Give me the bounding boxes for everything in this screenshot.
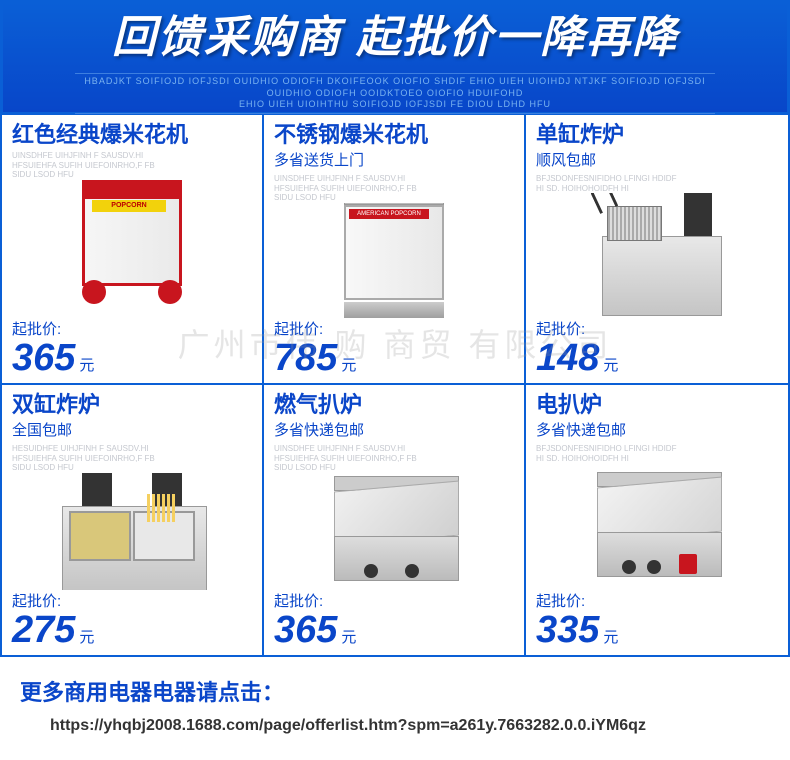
product-microtext: UINSDHFE UIHJFINH F SAUSDV.HI HFSUIEHFA … [274, 444, 424, 473]
product-title: 双缸炸炉 [12, 393, 252, 417]
product-microtext: BFJSDONFESNIFIDHO LFINGI HDIDF HI SD. HO… [536, 174, 686, 193]
product-grid: 红色经典爆米花机 UINSDHFE UIHJFINH F SAUSDV.HI HF… [0, 115, 790, 657]
price-value-row: 148元 [536, 339, 778, 377]
product-image [12, 473, 252, 590]
product-image [536, 193, 778, 318]
product-card[interactable]: 单缸炸炉顺风包邮 BFJSDONFESNIFIDHO LFINGI HDIDF H… [526, 115, 788, 385]
price-unit: 元 [603, 626, 618, 647]
product-card[interactable]: 电扒炉多省快递包邮 BFJSDONFESNIFIDHO LFINGI HDIDF … [526, 385, 788, 655]
price-unit: 元 [341, 354, 356, 375]
product-microtext: UINSDHFE UIHJFINH F SAUSDV.HI HFSUIEHFA … [274, 174, 424, 203]
price-value: 335 [536, 611, 599, 649]
price-value: 275 [12, 611, 75, 649]
price-label: 起批价: [12, 318, 61, 339]
price-label: 起批价: [274, 590, 323, 611]
price-value-row: 335元 [536, 611, 778, 649]
price-value: 365 [12, 339, 75, 377]
product-title: 不锈钢爆米花机 [274, 123, 514, 147]
price-row: 起批价: [12, 590, 252, 611]
product-card[interactable]: 红色经典爆米花机 UINSDHFE UIHJFINH F SAUSDV.HI HF… [2, 115, 264, 385]
price-value: 148 [536, 339, 599, 377]
product-subtitle: 多省快递包邮 [274, 419, 514, 440]
product-microtext: BFJSDONFESNIFIDHO LFINGI HDIDF HI SD. HO… [536, 444, 686, 463]
price-value-row: 365元 [12, 339, 252, 377]
product-image: POPCORN [12, 180, 252, 318]
product-microtext: UINSDHFE UIHJFINH F SAUSDV.HI HFSUIEHFA … [12, 151, 162, 180]
price-unit: 元 [79, 626, 94, 647]
price-value-row: 365元 [274, 611, 514, 649]
price-row: 起批价: [274, 318, 514, 339]
price-value: 785 [274, 339, 337, 377]
product-subtitle: 顺风包邮 [536, 149, 778, 170]
product-subtitle: 多省送货上门 [274, 149, 514, 170]
footer-title: 更多商用电器电器请点击： [20, 675, 770, 707]
footer-section: 更多商用电器电器请点击： https://yhqbj2008.1688.com/… [0, 657, 790, 753]
product-title: 红色经典爆米花机 [12, 123, 252, 147]
product-card[interactable]: 燃气扒炉多省快递包邮 UINSDHFE UIHJFINH F SAUSDV.HI … [264, 385, 526, 655]
price-value-row: 275元 [12, 611, 252, 649]
price-value-row: 785元 [274, 339, 514, 377]
banner-subtitle: HBADJKT SOIFIOJD IOFJSDI OUIDHIO ODIOFH … [75, 73, 715, 114]
price-unit: 元 [341, 626, 356, 647]
price-row: 起批价: [536, 318, 778, 339]
price-label: 起批价: [12, 590, 61, 611]
product-image: AMERICAN POPCORN [274, 203, 514, 318]
product-subtitle: 全国包邮 [12, 419, 252, 440]
product-card[interactable]: 不锈钢爆米花机多省送货上门 UINSDHFE UIHJFINH F SAUSDV.… [264, 115, 526, 385]
price-row: 起批价: [274, 590, 514, 611]
price-unit: 元 [79, 354, 94, 375]
price-label: 起批价: [536, 318, 585, 339]
price-unit: 元 [603, 354, 618, 375]
promo-banner: 回馈采购商 起批价一降再降 HBADJKT SOIFIOJD IOFJSDI O… [0, 0, 790, 115]
price-value: 365 [274, 611, 337, 649]
product-title: 单缸炸炉 [536, 123, 778, 147]
product-title: 燃气扒炉 [274, 393, 514, 417]
more-products-link[interactable]: https://yhqbj2008.1688.com/page/offerlis… [20, 717, 770, 735]
product-subtitle: 多省快递包邮 [536, 419, 778, 440]
product-image [274, 473, 514, 590]
price-row: 起批价: [536, 590, 778, 611]
product-title: 电扒炉 [536, 393, 778, 417]
banner-title: 回馈采购商 起批价一降再降 [112, 1, 678, 65]
price-label: 起批价: [274, 318, 323, 339]
product-card[interactable]: 双缸炸炉全国包邮 HESUIDHFE UIHJFINH F SAUSDV.HI H… [2, 385, 264, 655]
price-row: 起批价: [12, 318, 252, 339]
product-microtext: HESUIDHFE UIHJFINH F SAUSDV.HI HFSUIEHFA… [12, 444, 162, 473]
price-label: 起批价: [536, 590, 585, 611]
product-image [536, 463, 778, 590]
